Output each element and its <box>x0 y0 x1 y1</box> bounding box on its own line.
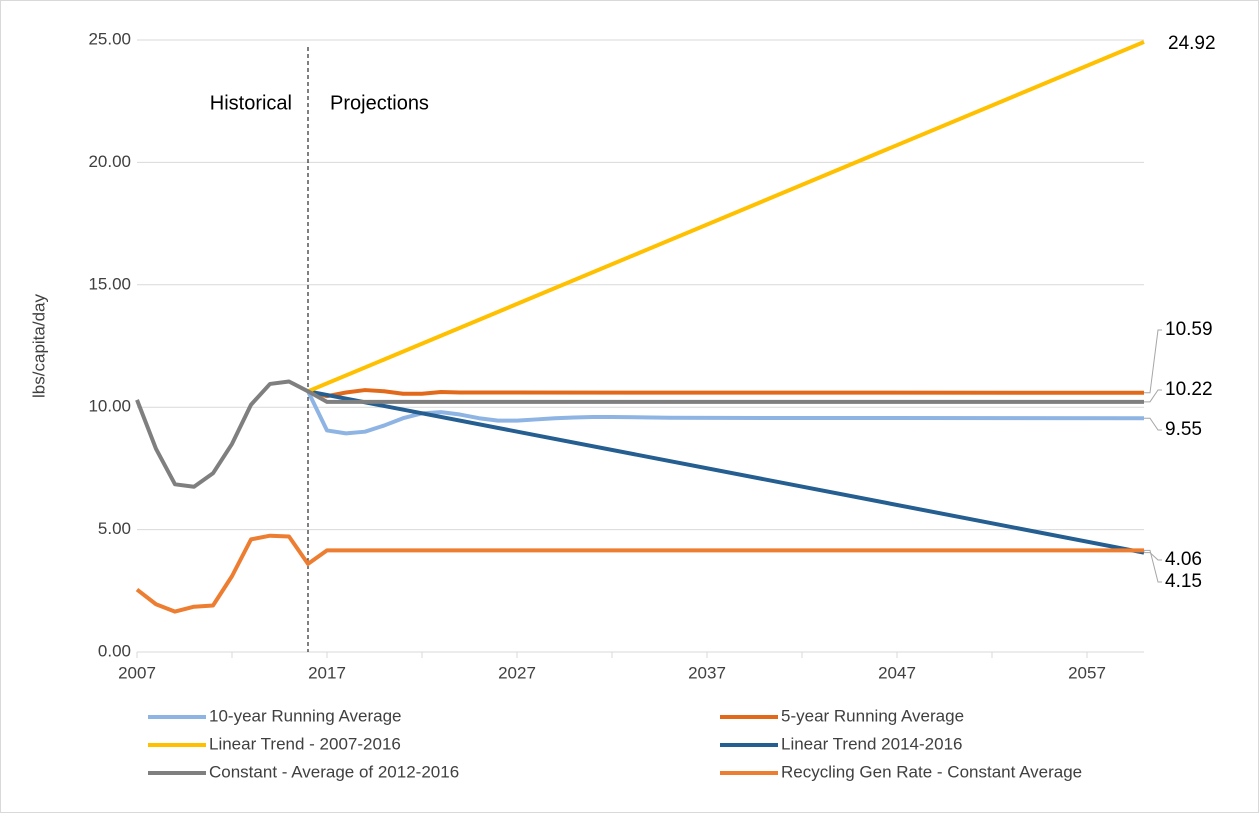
legend-label: Recycling Gen Rate - Constant Average <box>781 762 1082 781</box>
leader-line <box>1144 552 1162 561</box>
y-tick-label: 0.00 <box>98 641 131 660</box>
y-tick-label: 10.00 <box>88 397 131 416</box>
y-tick-label: 15.00 <box>88 274 131 293</box>
leader-line <box>1144 389 1162 403</box>
legend-label: 5-year Running Average <box>781 706 964 725</box>
data-label: 24.92 <box>1168 33 1216 54</box>
legend-label: Linear Trend - 2007-2016 <box>209 734 401 753</box>
leader-line <box>1144 329 1162 394</box>
y-tick-label: 20.00 <box>88 152 131 171</box>
annotation: Historical <box>210 92 292 114</box>
leader-line <box>1144 417 1162 431</box>
x-tick-label: 2007 <box>118 663 156 682</box>
annotation: Projections <box>330 92 429 114</box>
series-line <box>135 379 1144 489</box>
y-axis-label: lbs/capita/day <box>29 294 48 398</box>
legend-label: Constant - Average of 2012-2016 <box>209 762 459 781</box>
series-line <box>307 389 1145 555</box>
data-label: 4.06 <box>1165 549 1202 570</box>
x-tick-label: 2057 <box>1068 663 1106 682</box>
y-tick-label: 25.00 <box>88 29 131 48</box>
data-label: 4.15 <box>1165 571 1202 592</box>
data-label: 10.59 <box>1165 319 1213 340</box>
series-line <box>307 388 1145 399</box>
leader-line <box>1144 549 1162 583</box>
y-tick-label: 5.00 <box>98 519 131 538</box>
x-tick-label: 2037 <box>688 663 726 682</box>
x-tick-label: 2017 <box>308 663 346 682</box>
x-tick-label: 2047 <box>878 663 916 682</box>
series-line <box>135 533 1144 614</box>
legend-label: 10-year Running Average <box>209 706 402 725</box>
x-tick-label: 2027 <box>498 663 536 682</box>
data-label: 9.55 <box>1165 419 1202 440</box>
series-line <box>306 390 1145 436</box>
legend-label: Linear Trend 2014-2016 <box>781 734 962 753</box>
series-line <box>307 40 1145 394</box>
data-label: 10.22 <box>1165 379 1213 400</box>
